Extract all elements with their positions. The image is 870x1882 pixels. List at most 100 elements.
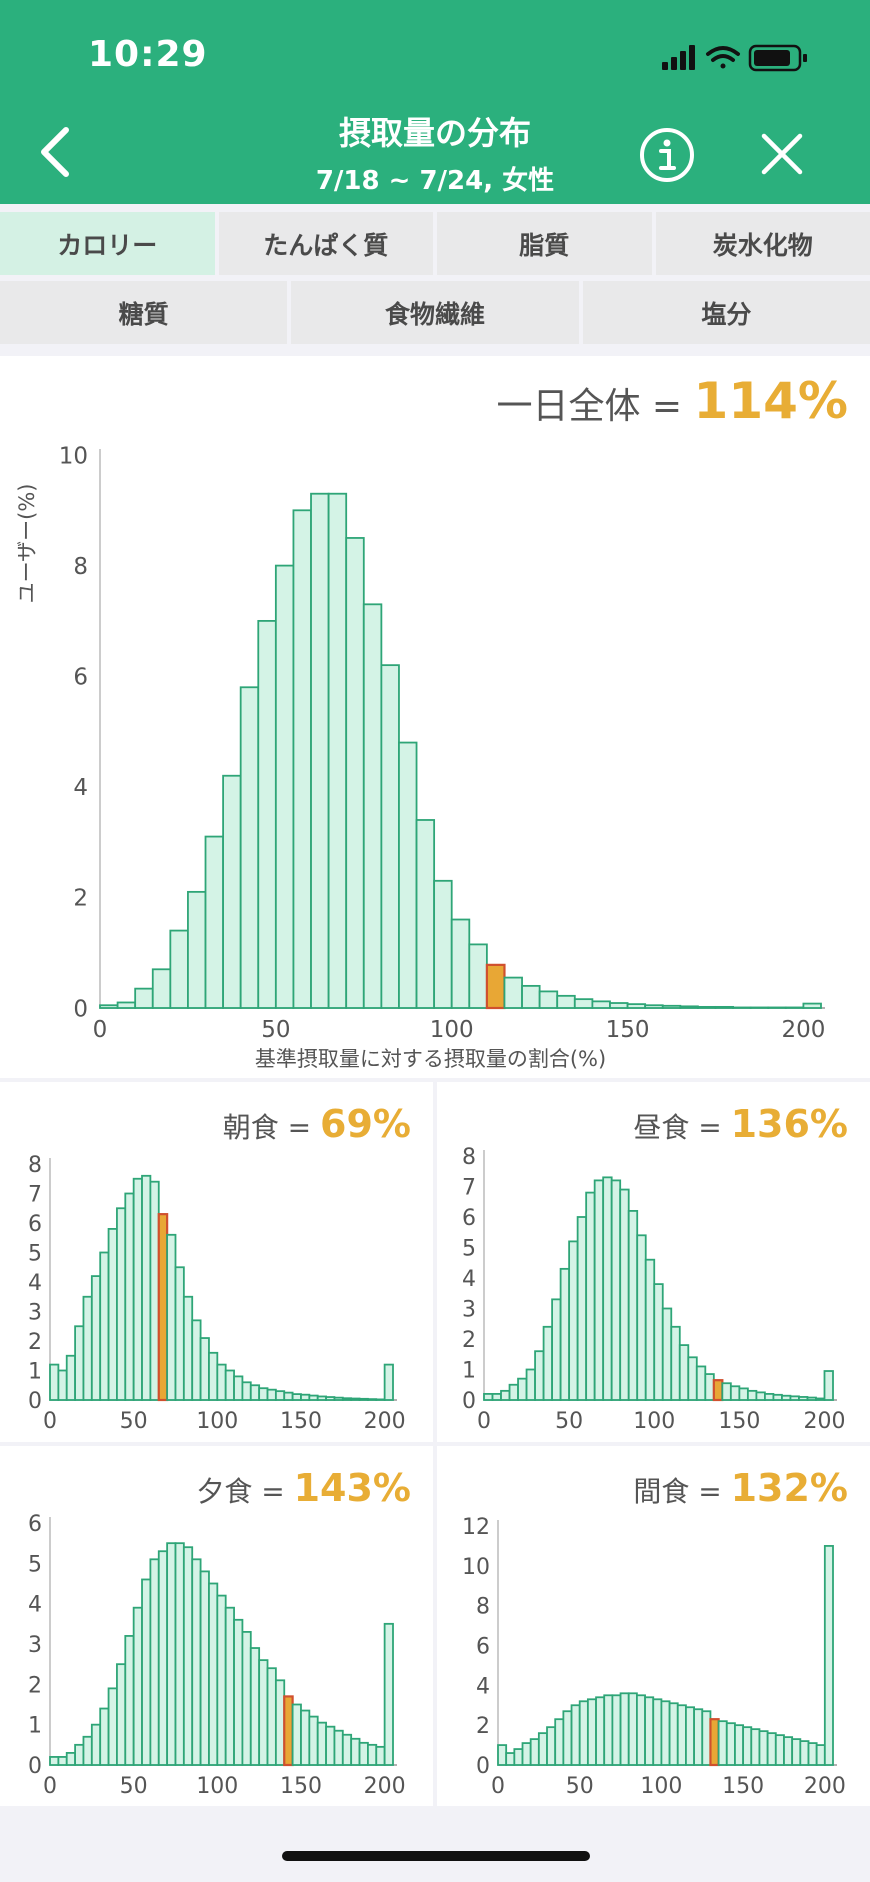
snack-bar [758,1730,769,1766]
tab-protein[interactable]: たんぱく質 [218,212,433,275]
total-bar [609,1002,629,1009]
total-bar [697,1005,717,1009]
total-bar [784,1006,805,1009]
breakfast-bar [166,1233,177,1401]
snack-bar [750,1728,761,1766]
total-bar [310,492,330,1009]
breakfast-bar [325,1396,336,1401]
breakfast-bar-highlight [157,1213,169,1402]
tab-sugar[interactable]: 糖質 [0,281,288,344]
lunch-x-tick-label: 100 [633,1409,675,1434]
battery-icon [748,44,807,72]
total-bar [99,1004,119,1009]
snack-bar [685,1706,695,1766]
lunch-histogram: 0 1 2 3 4 5 6 7 8 0 50 100 150 200 [462,1145,845,1434]
dinner-bar [157,1550,169,1766]
lunch-y-tick-label: 2 [462,1328,476,1353]
total-bar [468,943,488,1009]
breakfast-bar [182,1295,194,1401]
dinner-chart-panel: 夕食 = 143% 0 1 2 3 4 5 6 0 50 100 150 200 [0,1446,433,1806]
snack-bar [725,1722,736,1766]
breakfast-bar [266,1388,277,1401]
dinner-bar [274,1679,286,1766]
lunch-bar [661,1307,673,1401]
dinner-bar [90,1723,102,1766]
tab-carbohydrate[interactable]: 炭水化物 [655,212,870,275]
breakfast-bar [333,1396,344,1401]
total-bar [591,1000,611,1009]
back-chevron-icon[interactable] [36,126,76,178]
breakfast-bar [124,1192,135,1401]
dinner-bar [224,1606,235,1766]
snack-bar [791,1738,802,1766]
info-icon[interactable] [638,126,696,184]
snack-bar [652,1698,663,1766]
total-bar [362,603,383,1009]
dinner-bar [107,1687,118,1766]
snack-bar [807,1742,818,1766]
dinner-bar [65,1751,77,1766]
dinner-label: 夕食 = [196,1475,294,1508]
lunch-y-tick-label: 8 [462,1145,476,1170]
lunch-bar [763,1392,775,1401]
snack-bar [554,1718,565,1766]
lunch-bar [798,1396,809,1401]
tab-calorie[interactable]: カロリー [0,212,215,275]
snack-bar [611,1694,622,1766]
dinner-bar [350,1737,361,1766]
dinner-label-group: 夕食 = 143% [196,1466,411,1510]
breakfast-bar [107,1227,118,1401]
home-indicator[interactable] [282,1851,590,1861]
tab-dietary-fiber[interactable]: 食物繊維 [291,281,579,344]
dinner-x-tick-label: 0 [43,1774,57,1799]
snack-bar [676,1704,687,1766]
lunch-bar-highlight [712,1379,724,1402]
breakfast-bar [366,1398,378,1401]
status-time: 10:29 [88,34,208,75]
header-bar: 10:29 摂取量の分布 7/18 ~ 7/24, 女性 [0,0,870,204]
close-icon[interactable] [760,132,804,176]
breakfast-bar [65,1354,77,1401]
total-bar [257,619,277,1009]
dinner-y-tick-label: 4 [28,1593,42,1618]
snack-bar [619,1692,630,1766]
snack-histogram: 0 2 4 6 8 10 12 0 50 100 150 200 [462,1515,846,1799]
total-x-tick-label: 150 [606,1017,650,1043]
lunch-bar [729,1385,741,1401]
breakfast-bar [216,1363,227,1401]
lunch-bar [483,1392,494,1401]
total-bar [116,1001,137,1009]
total-value: 114% [693,372,848,430]
breakfast-bar [350,1397,361,1401]
lunch-bar [551,1298,562,1401]
dinner-y-tick-label: 1 [28,1714,42,1739]
total-bar [398,741,418,1009]
snack-x-tick-label: 150 [722,1774,764,1799]
lunch-x-tick-label: 50 [555,1409,583,1434]
dinner-bar [216,1594,227,1766]
lunch-x-tick-label: 200 [803,1409,845,1434]
total-bar [169,929,189,1009]
snack-y-tick-label: 2 [476,1714,490,1739]
snack-bar [562,1710,573,1766]
dinner-histogram: 0 1 2 3 4 5 6 0 50 100 150 200 [28,1512,406,1799]
dinner-bar [366,1743,378,1766]
page-title: 摂取量の分布 [338,114,531,152]
total-bar [679,1005,699,1009]
total-bar [204,835,224,1009]
lunch-bar [755,1391,766,1401]
snack-bar [537,1732,548,1766]
snack-bar [505,1752,516,1766]
dinner-y-tick-label: 0 [28,1754,42,1779]
dinner-bar [291,1703,302,1766]
lunch-bar [593,1179,605,1401]
tab-fat[interactable]: 脂質 [437,212,652,275]
tab-salt[interactable]: 塩分 [582,281,870,344]
total-bar [749,1006,770,1009]
lunch-bar [670,1325,681,1401]
breakfast-x-tick-label: 100 [196,1409,238,1434]
lunch-bar [559,1267,571,1401]
snack-bar [717,1720,728,1766]
breakfast-value: 69% [320,1102,411,1146]
